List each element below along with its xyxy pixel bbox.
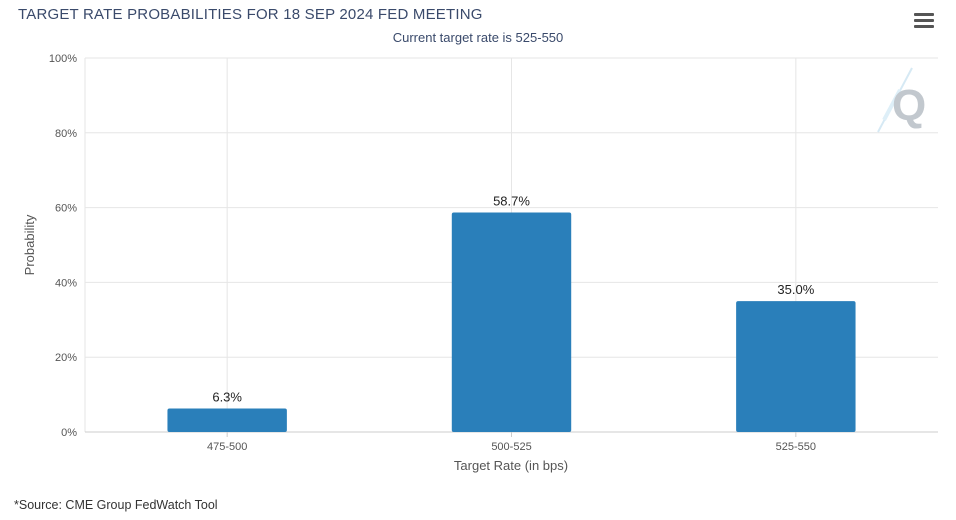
bar-chart: Q 0% 20% 40% 60% 80% 100% 6.3% 475-500 58.7% 500-… — [22, 53, 938, 473]
watermark-letter: Q — [892, 81, 926, 130]
x-tick-label: 475-500 — [207, 441, 247, 453]
source-note: *Source: CME Group FedWatch Tool — [14, 498, 218, 512]
x-tick-label: 500-525 — [491, 441, 531, 453]
labels-layer: 0% 20% 40% 60% 80% 100% 6.3% 475-500 58.7% 500-52… — [49, 53, 816, 453]
hamburger-menu-icon — [914, 13, 934, 28]
q-logo-icon: Q — [877, 67, 926, 133]
y-tick-label: 100% — [49, 53, 77, 65]
bars-layer — [167, 212, 856, 432]
x-axis-title: Target Rate (in bps) — [454, 458, 568, 473]
y-tick-label: 60% — [55, 203, 77, 215]
data-label: 58.7% — [493, 193, 530, 208]
data-label: 35.0% — [777, 282, 814, 297]
y-tick-label: 20% — [55, 352, 77, 364]
y-tick-label: 0% — [61, 427, 77, 439]
bar-475-500[interactable] — [167, 408, 287, 432]
bar-500-525[interactable] — [451, 212, 572, 432]
x-tick-label: 525-550 — [776, 441, 816, 453]
chart-title: TARGET RATE PROBABILITIES FOR 18 SEP 202… — [18, 6, 483, 23]
y-axis-title: Probability — [22, 214, 37, 275]
data-label: 6.3% — [212, 389, 242, 404]
bar-525-550[interactable] — [736, 301, 856, 432]
chart-menu-button[interactable] — [914, 13, 934, 31]
y-tick-label: 40% — [55, 277, 77, 289]
y-tick-label: 80% — [55, 128, 77, 140]
chart-subtitle: Current target rate is 525-550 — [392, 30, 564, 45]
